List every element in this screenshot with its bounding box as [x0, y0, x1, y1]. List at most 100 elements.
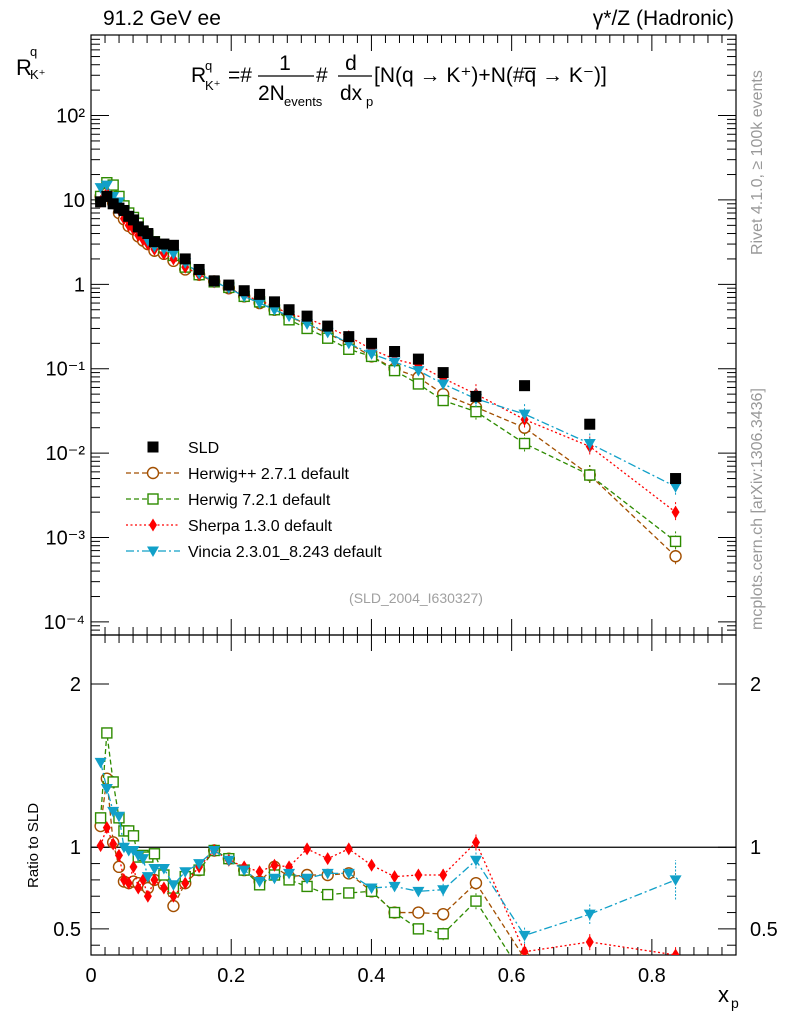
- main-data-point: [107, 198, 119, 210]
- main-data-point: [253, 298, 266, 310]
- ratio-data-point: [107, 776, 119, 788]
- main-data-point: [179, 253, 191, 265]
- ratio-data-point: [388, 906, 401, 919]
- ratio-data-point: [585, 935, 594, 949]
- ratio-data-point: [268, 873, 281, 885]
- mcplots-label: mcplots.cern.ch [arXiv:1306.3436]: [749, 388, 766, 630]
- ratio-data-point: [412, 923, 425, 935]
- ratio-xtick-label: 0.6: [498, 965, 526, 987]
- ratio-ylabel: Ratio to SLD: [25, 803, 42, 888]
- ratio-ytick-label-right: 0.5: [750, 919, 778, 941]
- main-data-point: [584, 418, 596, 430]
- main-data-point: [223, 279, 235, 291]
- ratio-data-point: [437, 885, 450, 896]
- main-ylabel-sub: K⁺: [30, 67, 46, 82]
- ratio-data-point: [253, 877, 266, 888]
- legend-label: Vincia 2.3.01_8.243 default: [188, 544, 382, 561]
- ratio-xtick-label: 0.4: [358, 965, 386, 987]
- main-data-point: [167, 239, 179, 251]
- main-ylabel-sup: q: [30, 44, 37, 59]
- legend-marker: [147, 546, 159, 557]
- main-ytick-label: 10⁻³: [46, 528, 86, 550]
- ratio-data-point: [109, 837, 118, 851]
- ratio-data-point: [143, 889, 152, 903]
- ratio-data-point: [388, 881, 401, 893]
- main-data-point: [584, 469, 596, 481]
- ratio-data-point: [141, 872, 154, 883]
- ratio-data-point: [471, 835, 480, 849]
- main-ylabel-base: R: [16, 55, 32, 80]
- legend-marker: [149, 518, 157, 532]
- legend: SLD Herwig++ 2.7.1 default Herwig 7.2.1 de…: [126, 440, 382, 561]
- ratio-data-point: [469, 876, 483, 890]
- main-data-point: [268, 305, 281, 316]
- formula-hash2: #: [316, 64, 328, 87]
- formula-den1-sub: events: [284, 94, 323, 109]
- legend-label: SLD: [188, 440, 219, 457]
- ratio-data-point: [169, 889, 178, 903]
- main-ylabel: R q K⁺: [16, 44, 46, 82]
- ratio-data-point: [323, 852, 332, 866]
- ratio-data-point: [114, 848, 123, 862]
- ratio-data-point: [148, 848, 161, 860]
- ratio-xtick-label: 0.2: [217, 965, 245, 987]
- main-series-line: [100, 192, 676, 513]
- ratio-data-point: [124, 876, 133, 890]
- ratio-data-point: [390, 870, 399, 884]
- formula-den1: 2N: [258, 82, 285, 105]
- ratio-data-point: [321, 888, 334, 901]
- main-series-line: [100, 181, 676, 542]
- main-data-point: [470, 405, 482, 418]
- main-data-point: [437, 394, 449, 407]
- main-ytick-label: 10⁻⁴: [44, 612, 85, 634]
- ratio-data-point: [150, 873, 159, 887]
- ratio-data-point: [94, 757, 107, 769]
- main-data-point: [437, 367, 449, 379]
- main-data-point: [301, 310, 313, 322]
- main-data-point: [669, 550, 682, 563]
- ratio-data-point: [437, 928, 449, 940]
- formula-den2-sub: p: [366, 94, 373, 109]
- formula-lhs-sub: K⁺: [205, 78, 221, 93]
- ratio-data-point: [303, 842, 312, 856]
- main-data-point: [412, 366, 425, 377]
- ratio-data-point: [669, 875, 682, 886]
- main-series-1: [94, 187, 682, 567]
- main-data-point: [167, 249, 180, 260]
- xlabel: x: [718, 982, 729, 1007]
- main-data-point: [158, 238, 170, 250]
- main-axes: 10⁻⁴ 10⁻³ 10⁻² 10⁻¹ 1 10 10²: [44, 35, 736, 636]
- ratio-data-point: [367, 858, 376, 872]
- main-data-point: [322, 320, 334, 332]
- ratio-data-point: [137, 854, 150, 865]
- header-left: 91.2 GeV ee: [103, 7, 221, 30]
- main-data-point: [94, 183, 107, 194]
- ratio-data-point: [148, 863, 161, 875]
- formula: R q K⁺ =# 1 2N events # d dx p [N(q → K⁺…: [191, 52, 607, 109]
- formula-lhs-sup: q: [205, 58, 212, 73]
- ratio-data-point: [412, 886, 425, 898]
- ratio-data-point: [222, 855, 235, 867]
- ratio-data-point: [365, 883, 378, 895]
- main-ytick-label: 10⁻²: [46, 443, 86, 465]
- main-data-point: [254, 288, 266, 300]
- ratio-data-point: [283, 868, 296, 880]
- formula-rhs: [N(q → K⁺)+N(#q̅ → K⁻)]: [374, 64, 607, 87]
- main-ytick-label: 1: [74, 274, 85, 296]
- formula-lhs: R: [191, 64, 206, 87]
- ratio-data-point: [470, 895, 482, 907]
- ratio-series-2: [96, 821, 680, 955]
- ratio-ytick-label: 0.5: [53, 919, 81, 941]
- main-data-point: [193, 263, 205, 275]
- ratio-data-point: [101, 727, 113, 739]
- main-data-point: [343, 331, 355, 343]
- ratio-data-point: [321, 868, 334, 880]
- formula-num1: 1: [279, 52, 291, 75]
- main-data-point: [470, 390, 482, 402]
- ratio-ytick-label-right: 1: [750, 837, 761, 859]
- main-data-point: [365, 349, 378, 360]
- ratio-series-3: [94, 757, 682, 944]
- main-data-point: [118, 204, 130, 216]
- ratio-xtick-label: 0.8: [638, 965, 666, 987]
